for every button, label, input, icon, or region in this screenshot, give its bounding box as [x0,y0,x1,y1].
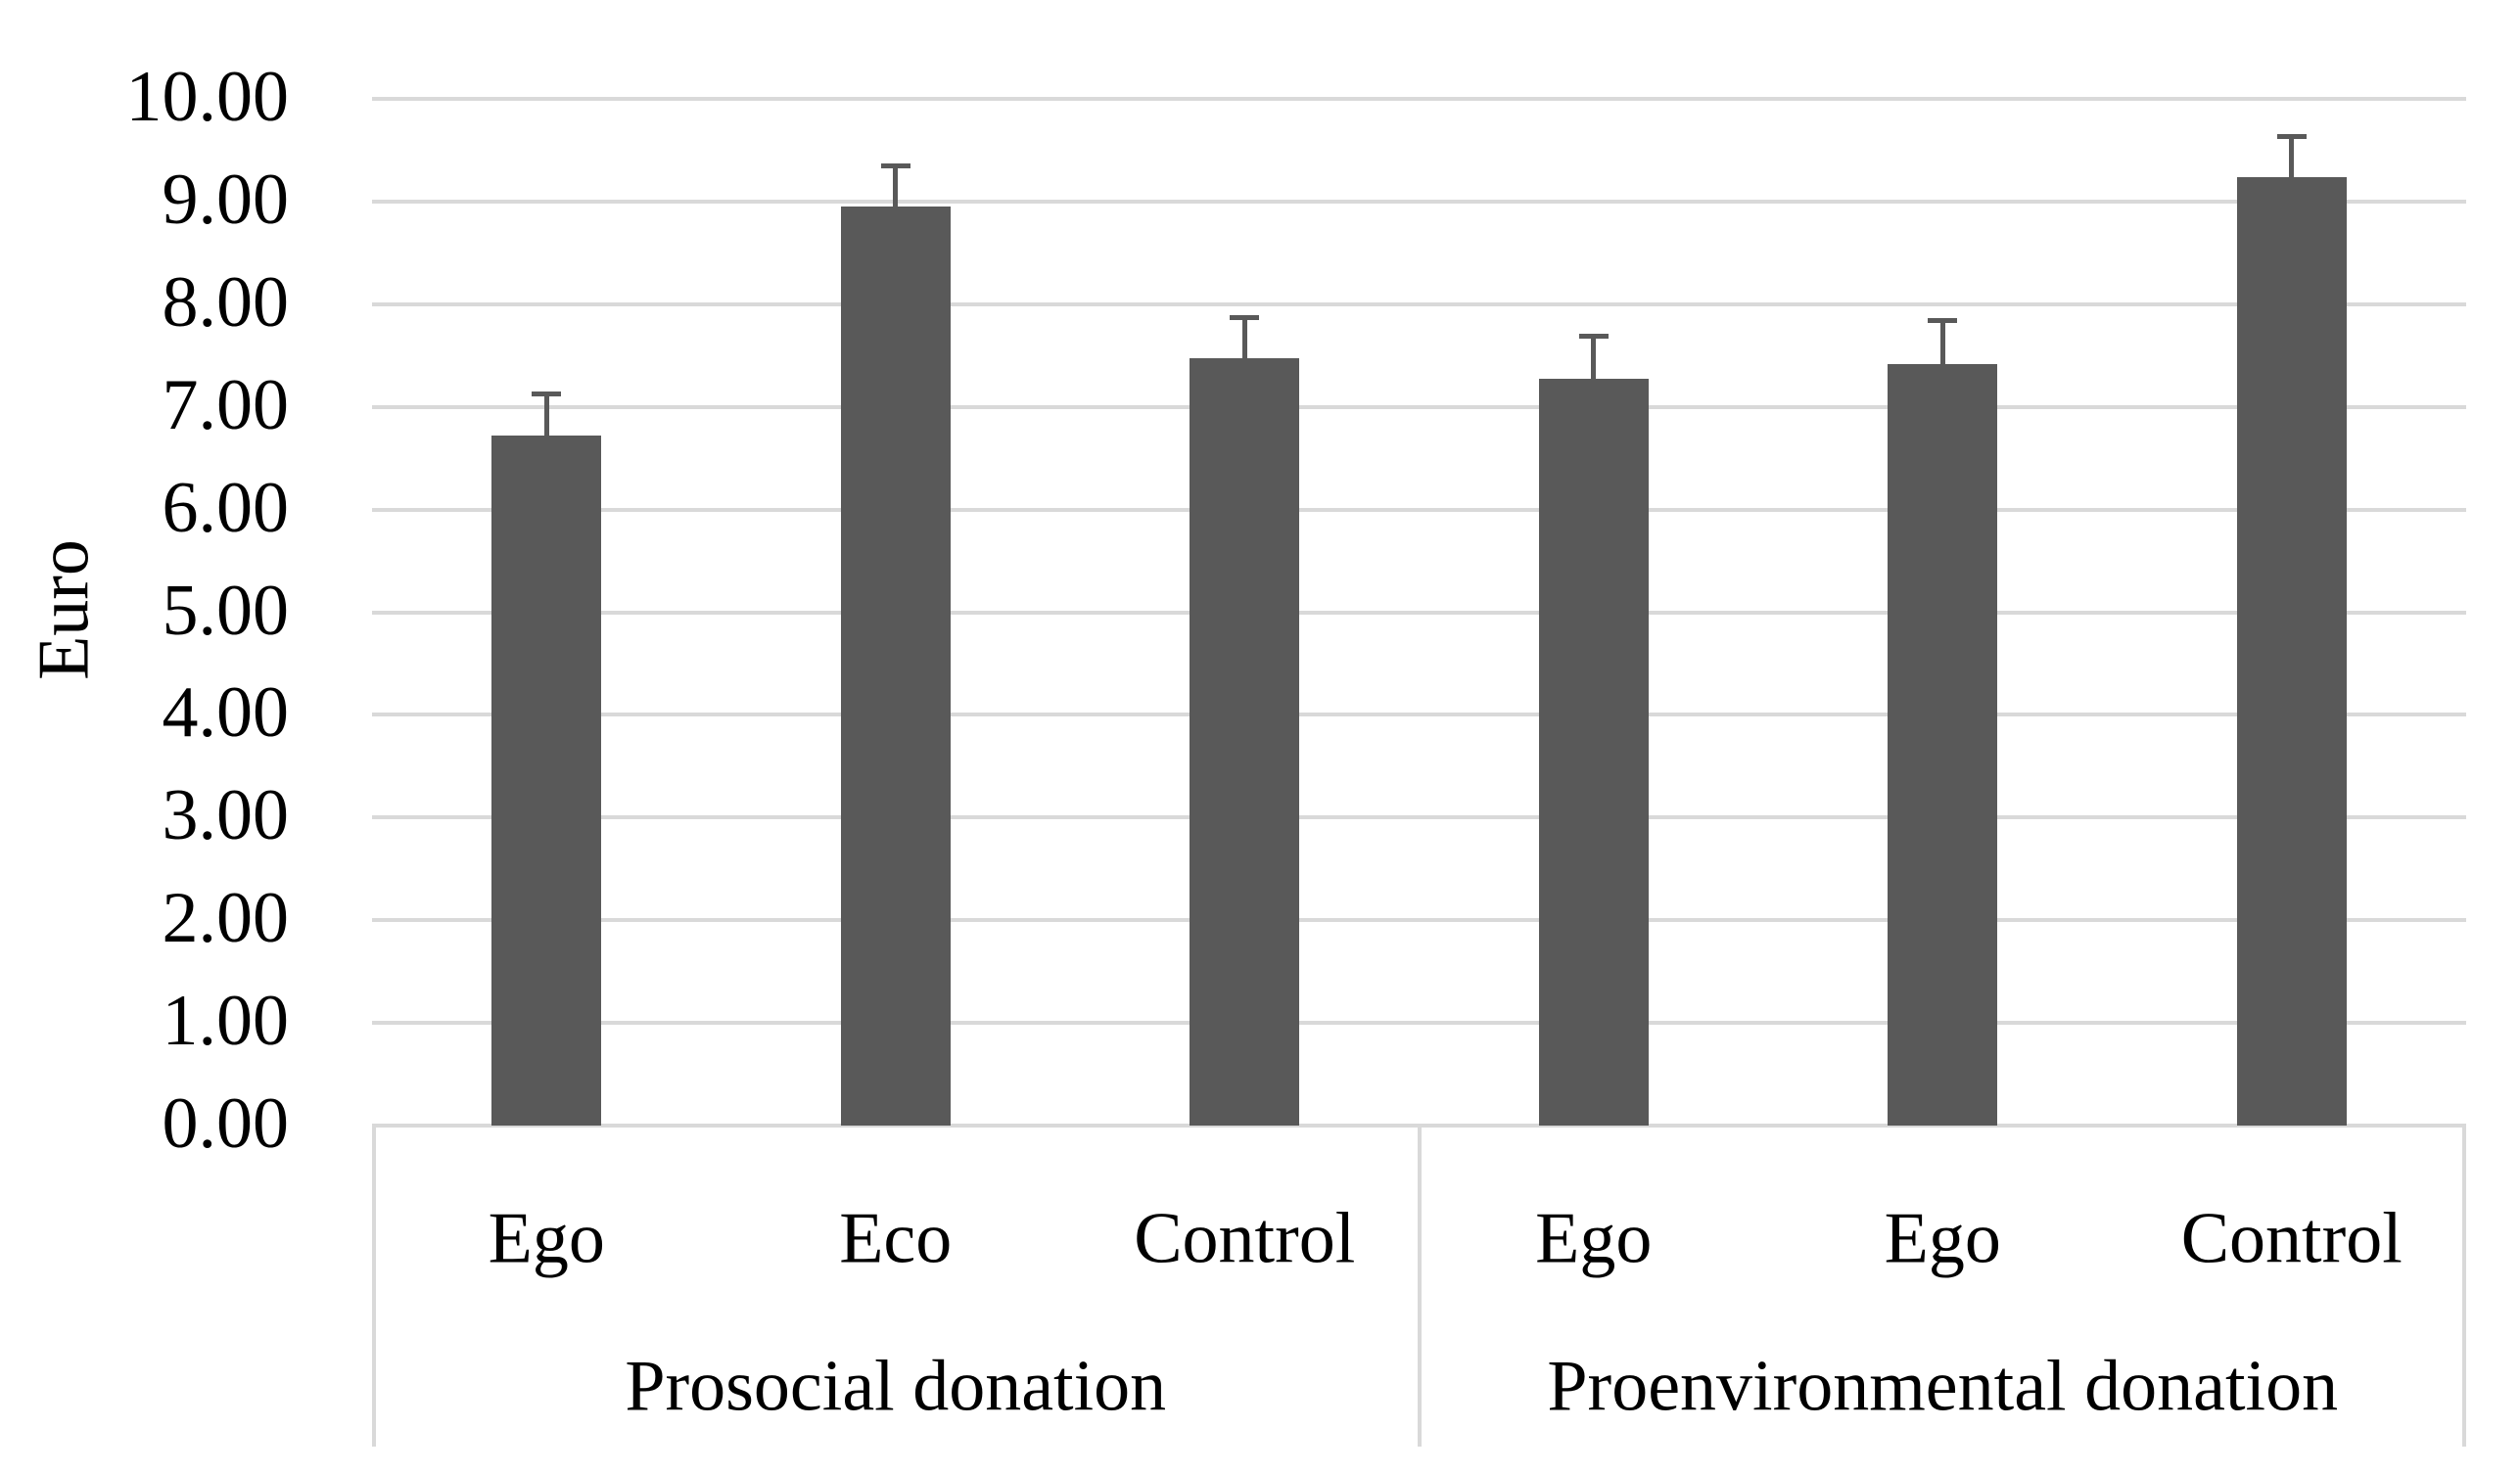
y-axis-tick-label: 1.00 [162,980,290,1061]
category-group-divider [1417,1126,1422,1447]
bar [840,207,951,1126]
error-bar-cap [532,392,562,397]
bar [2236,176,2347,1126]
gridline [372,507,2466,512]
group-label: Prosocial donation [625,1346,1167,1427]
error-bar-stem [543,393,549,437]
category-label: Ego [488,1198,605,1279]
category-label: Ego [1884,1198,2001,1279]
error-bar-stem [893,165,899,207]
error-bar-cap [880,163,910,169]
error-bar-cap [2276,133,2307,139]
bar [491,436,602,1126]
gridline [372,404,2466,409]
category-label: Ego [1535,1198,1653,1279]
gridline [372,301,2466,306]
gridline [372,610,2466,615]
y-axis-tick-label: 4.00 [162,672,290,754]
gridline [372,199,2466,204]
y-axis-tick-label: 2.00 [162,877,290,958]
y-axis-tick-label: 0.00 [162,1082,290,1164]
error-bar-cap [1928,317,1958,323]
y-axis-tick-label: 9.00 [162,159,290,240]
bar [1190,358,1300,1126]
category-box-left-border [372,1126,376,1447]
error-bar-stem [1939,319,1945,364]
y-axis-tick-label: 5.00 [162,570,290,651]
category-label: Control [2180,1198,2403,1279]
bar [1888,363,1998,1126]
category-label: Control [1134,1198,1356,1279]
y-axis-tick-label: 6.00 [162,467,290,548]
gridline [372,97,2466,101]
error-bar-cap [1230,315,1260,321]
y-axis-tick-label: 7.00 [162,364,290,445]
error-bar-stem [2289,135,2295,177]
error-bar-stem [1591,336,1597,380]
gridline [372,713,2466,717]
bar [1538,379,1649,1126]
y-axis-tick-label: 8.00 [162,261,290,343]
error-bar-cap [1578,334,1609,340]
category-box-right-border [2462,1126,2466,1447]
category-label: Eco [839,1198,953,1279]
gridline [372,918,2466,923]
error-bar-stem [1241,317,1247,359]
gridline [372,815,2466,820]
y-axis-tick-label: 3.00 [162,775,290,856]
gridline [372,1021,2466,1026]
y-axis-tick-label: 10.00 [125,56,290,137]
group-label: Proenvironmental donation [1547,1346,2339,1427]
